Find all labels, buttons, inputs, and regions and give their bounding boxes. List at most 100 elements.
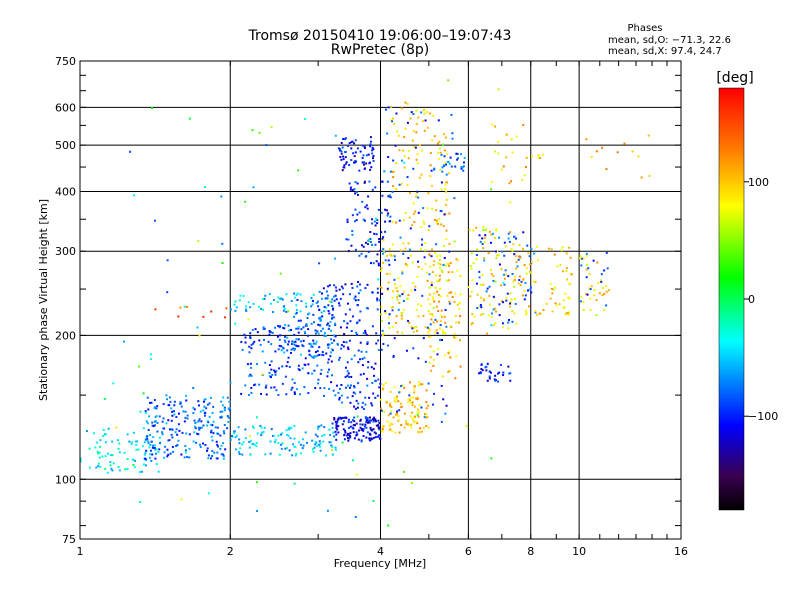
data-point xyxy=(238,299,241,302)
data-point xyxy=(356,193,359,196)
data-point xyxy=(280,345,283,348)
data-point xyxy=(380,348,383,351)
data-point xyxy=(291,454,294,457)
data-point xyxy=(202,409,205,412)
data-point xyxy=(169,452,172,455)
data-point xyxy=(417,411,420,414)
data-point xyxy=(377,208,380,211)
data-point xyxy=(411,261,414,264)
data-point xyxy=(317,305,320,308)
data-point xyxy=(421,120,424,123)
data-point xyxy=(287,324,290,327)
legend-line-o: mean, sd,O: −71.3, 22.6 xyxy=(608,35,731,46)
data-point xyxy=(316,435,319,438)
data-point xyxy=(408,216,411,219)
data-point xyxy=(587,267,590,270)
data-point xyxy=(253,443,256,446)
data-point xyxy=(407,319,410,322)
data-point xyxy=(220,195,223,198)
data-point xyxy=(229,381,232,384)
data-point xyxy=(318,323,321,326)
data-point xyxy=(414,146,417,149)
data-point xyxy=(336,420,339,423)
data-point xyxy=(438,218,441,221)
data-point xyxy=(381,428,384,431)
data-point xyxy=(365,154,368,157)
data-point xyxy=(562,270,565,273)
data-point xyxy=(183,420,186,423)
data-point xyxy=(490,233,493,236)
data-point xyxy=(370,419,373,422)
data-point xyxy=(280,349,283,352)
data-point xyxy=(142,427,145,430)
data-point xyxy=(401,331,404,334)
data-point xyxy=(171,414,174,417)
data-point xyxy=(206,403,209,406)
data-point xyxy=(502,281,505,284)
data-point xyxy=(153,219,156,222)
data-point xyxy=(423,256,426,259)
data-point xyxy=(481,237,484,240)
data-point xyxy=(350,421,353,424)
data-point xyxy=(504,273,507,276)
data-point xyxy=(366,417,369,420)
data-point xyxy=(453,300,456,303)
data-point xyxy=(403,161,406,164)
data-point xyxy=(270,386,273,389)
data-point xyxy=(361,144,364,147)
data-point xyxy=(547,247,550,250)
data-point xyxy=(212,432,215,435)
data-point xyxy=(378,240,381,243)
data-point xyxy=(165,394,168,397)
data-point xyxy=(353,297,356,300)
data-point xyxy=(401,293,404,296)
data-point xyxy=(192,406,195,409)
data-point xyxy=(331,304,334,307)
data-point xyxy=(350,244,353,247)
data-point xyxy=(154,457,157,460)
data-point xyxy=(166,455,169,458)
data-point xyxy=(411,401,414,404)
data-point xyxy=(388,424,391,427)
data-point xyxy=(429,323,432,326)
data-point xyxy=(355,219,358,222)
data-point xyxy=(198,428,201,431)
data-point xyxy=(408,399,411,402)
data-point xyxy=(359,341,362,344)
data-point xyxy=(616,151,619,154)
data-point xyxy=(301,438,304,441)
data-point xyxy=(442,264,445,267)
data-point xyxy=(517,282,520,285)
data-point xyxy=(380,409,383,412)
data-point xyxy=(355,399,358,402)
data-point xyxy=(455,355,458,358)
data-point xyxy=(352,431,355,434)
data-point xyxy=(416,153,419,156)
data-point xyxy=(364,206,367,209)
data-point xyxy=(284,341,287,344)
data-point xyxy=(442,332,445,335)
data-point xyxy=(349,320,352,323)
data-point xyxy=(532,280,535,283)
data-point xyxy=(392,185,395,188)
data-point xyxy=(382,239,385,242)
data-point xyxy=(378,299,381,302)
data-point xyxy=(420,248,423,251)
data-point xyxy=(167,439,170,442)
data-point xyxy=(350,141,353,144)
y-tick-label: 400 xyxy=(55,185,76,198)
data-point xyxy=(534,310,537,313)
data-point xyxy=(437,347,440,350)
data-point xyxy=(377,378,380,381)
data-point xyxy=(410,289,413,292)
data-point xyxy=(332,316,335,319)
data-point xyxy=(510,298,513,301)
data-point xyxy=(515,237,518,240)
data-point xyxy=(363,356,366,359)
data-point xyxy=(376,287,379,290)
data-point xyxy=(390,254,393,257)
data-point xyxy=(368,180,371,183)
data-point xyxy=(318,445,321,448)
data-point xyxy=(150,440,153,443)
data-point xyxy=(428,112,431,115)
